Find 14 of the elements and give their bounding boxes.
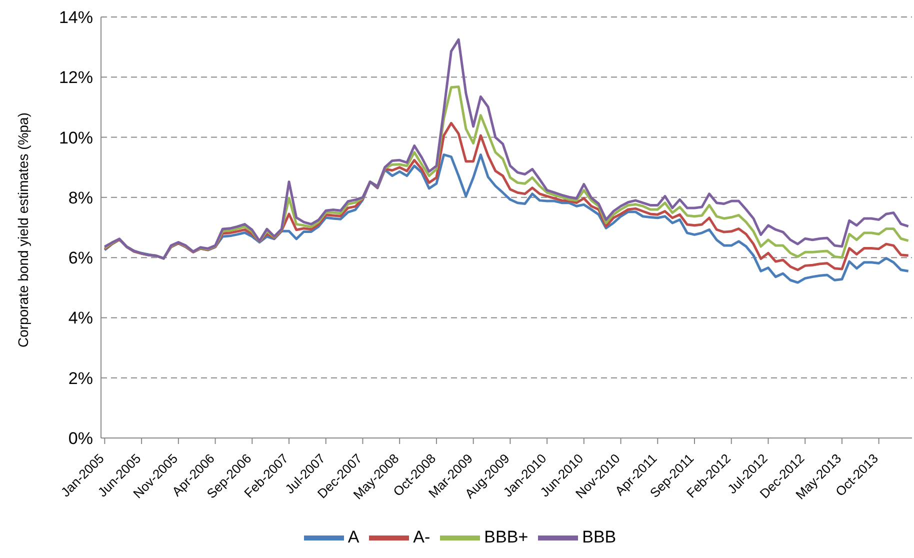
- y-tick-label: 10%: [58, 128, 93, 148]
- y-tick-label: 6%: [68, 248, 93, 268]
- line-series: [103, 38, 910, 260]
- y-tick-label: 4%: [68, 308, 93, 328]
- legend-label: A: [348, 527, 360, 546]
- y-tick-label: 8%: [68, 188, 93, 208]
- y-tick-label: 12%: [58, 68, 93, 88]
- y-tick-label: 0%: [68, 429, 93, 448]
- legend-label: A-: [413, 527, 430, 546]
- legend-label: BBB+: [484, 527, 528, 546]
- y-tick-label: 2%: [68, 368, 93, 388]
- y-tick-label: 14%: [58, 8, 93, 28]
- legend-label: BBB: [582, 527, 616, 546]
- y-axis-title: Corporate bond yield estimates (%pa): [14, 112, 31, 348]
